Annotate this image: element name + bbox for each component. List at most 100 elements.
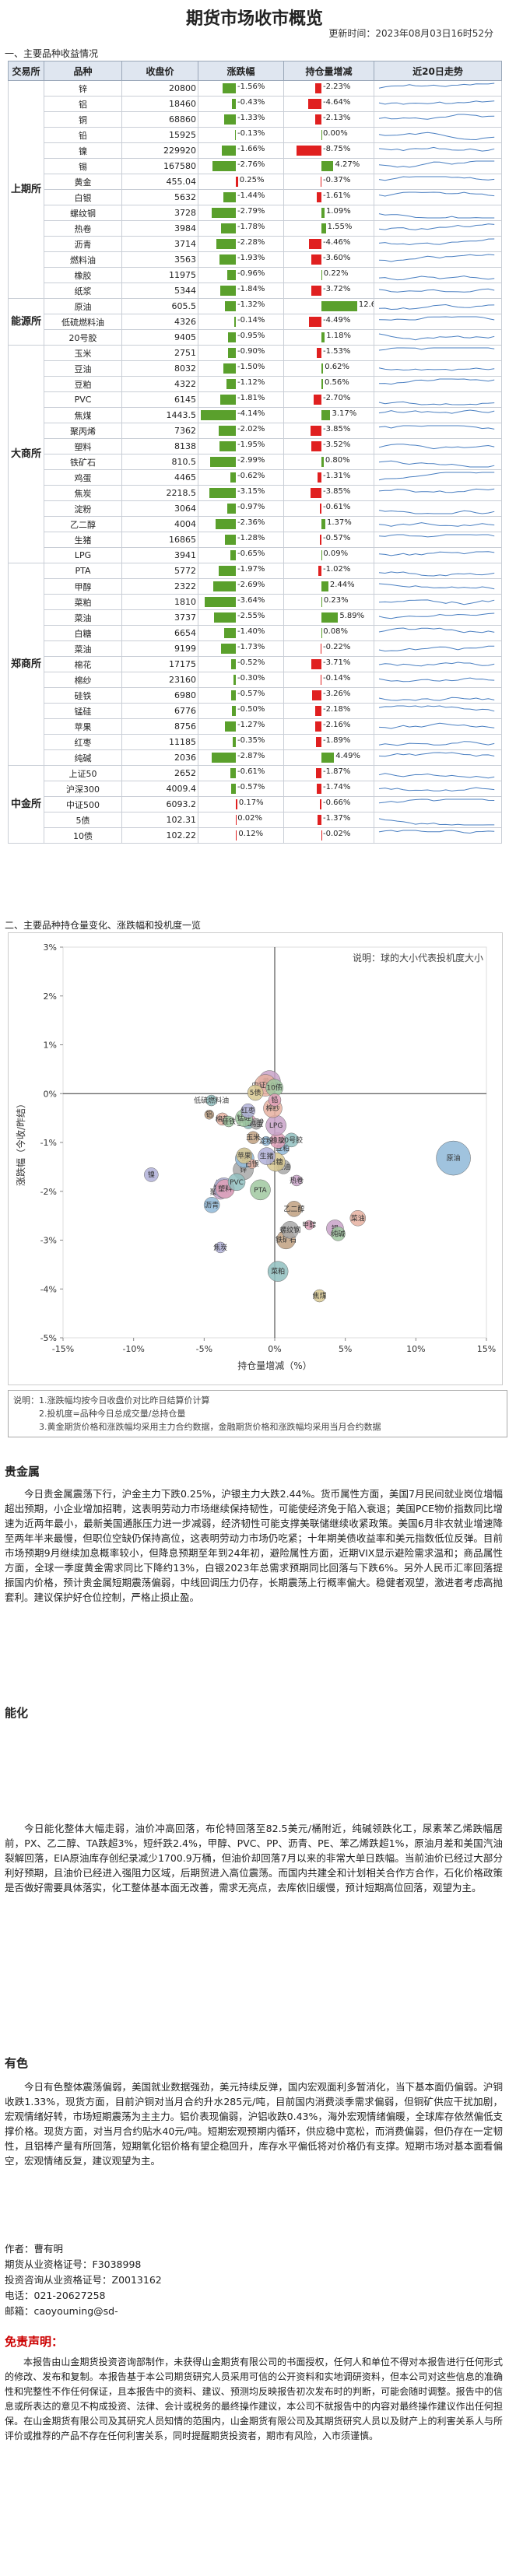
bubble-镍 — [144, 1167, 159, 1182]
precious-metals-heading: 贵金属 — [5, 1465, 40, 1479]
header-product: 品种 — [44, 61, 122, 81]
bubble-label: 纯碱 — [331, 1229, 345, 1238]
oi-value: -2.18% — [323, 705, 351, 714]
table-row: 大商所 玉米 2751 -0.90% -1.53% — [8, 345, 502, 563]
table-row: 塑料 8138 -1.95% -3.52% — [9, 438, 502, 454]
oi-bar — [321, 628, 322, 638]
oi-change-cell: -2.13% — [283, 111, 374, 128]
change-bar — [200, 410, 236, 420]
table-row: 红枣 11185 -0.35% -1.89% — [9, 734, 502, 750]
change-value: -1.27% — [237, 721, 265, 729]
header-trend: 近20日走势 — [374, 61, 502, 81]
oi-change-cell: 1.55% — [283, 220, 374, 237]
change-value: -0.35% — [237, 736, 265, 745]
oi-value: -2.16% — [323, 721, 351, 729]
bubble-5债 — [247, 1084, 264, 1101]
change-value: -1.40% — [237, 627, 265, 636]
table-row: 豆粕 4322 -1.12% 0.56% — [9, 376, 502, 392]
change-cell: -0.62% — [198, 469, 284, 486]
oi-change-cell: -4.46% — [283, 236, 374, 252]
bubble-label: 5债 — [250, 1088, 262, 1097]
change-bar — [234, 130, 236, 140]
oi-value: -8.75% — [323, 145, 351, 153]
trend-sparkline-cell — [374, 298, 502, 314]
x-tick-label: 10% — [406, 1344, 425, 1354]
change-value: -2.55% — [237, 612, 265, 620]
change-bar — [221, 644, 236, 654]
oi-change-cell: 0.56% — [283, 376, 374, 392]
trend-sparkline — [378, 571, 495, 577]
disclaimer-heading: 免责声明： — [5, 2335, 64, 2349]
trend-sparkline-cell — [374, 749, 502, 766]
x-tick-label: 5% — [339, 1344, 352, 1354]
product-name: 菜油 — [44, 609, 122, 626]
trend-sparkline-cell — [374, 516, 502, 532]
change-bar — [223, 628, 236, 638]
trend-sparkline — [378, 176, 495, 181]
trend-sparkline-cell — [374, 220, 502, 237]
trend-sparkline-cell — [374, 283, 502, 299]
change-bar — [212, 581, 236, 591]
change-value: -0.97% — [237, 503, 265, 511]
table-row: 铁矿石 810.5 -2.99% 0.80% — [9, 454, 502, 470]
change-value: -1.78% — [237, 223, 265, 231]
trend-sparkline — [378, 114, 495, 120]
trend-sparkline-cell — [374, 594, 502, 610]
exchange-cell: 大商所 — [8, 345, 44, 563]
bubble-PTA — [250, 1179, 271, 1201]
oi-bar — [311, 441, 321, 451]
change-value: -0.50% — [237, 705, 265, 714]
note-2: 2.投机度=品种今日总成交量/总持仓量 — [13, 1409, 186, 1419]
close-price: 2322 — [121, 578, 198, 595]
trend-sparkline — [378, 223, 495, 230]
bubble-label: 菜油 — [351, 1213, 365, 1223]
oi-value: -4.49% — [323, 316, 351, 325]
product-name: 上证50 — [44, 765, 122, 781]
oi-bar — [308, 317, 321, 327]
change-cell: -1.66% — [198, 142, 284, 159]
oi-value: 0.62% — [325, 363, 350, 371]
oi-change-cell: -2.70% — [283, 391, 374, 408]
product-name: 菜油 — [44, 640, 122, 657]
oi-bar — [321, 519, 325, 529]
bubble-20号胶 — [284, 1132, 299, 1148]
oi-change-cell: -1.53% — [283, 345, 374, 361]
change-value: 0.12% — [238, 830, 264, 838]
bubble-鸡蛋 — [250, 1118, 262, 1130]
trend-sparkline — [378, 488, 495, 493]
change-cell: -0.43% — [198, 96, 284, 112]
oi-change-cell: 1.18% — [283, 329, 374, 346]
change-cell: -0.13% — [198, 127, 284, 143]
table-row: 锡 167580 -2.76% 4.27% — [9, 158, 502, 174]
trend-sparkline — [378, 275, 495, 281]
change-cell: -4.14% — [198, 407, 284, 423]
oi-bar — [317, 348, 321, 358]
oi-value: 0.23% — [323, 596, 349, 605]
bubble-label: 红枣 — [241, 1106, 255, 1115]
product-name: 沪深300 — [44, 781, 122, 797]
trend-sparkline — [378, 522, 495, 527]
oi-change-cell: -1.02% — [283, 563, 374, 579]
oi-value: 0.09% — [323, 549, 349, 558]
change-cell: -2.55% — [198, 609, 284, 626]
y-tick-label: 2% — [44, 991, 57, 1002]
table-row: 螺纹钢 3728 -2.79% 1.09% — [9, 205, 502, 221]
oi-change-cell: 3.17% — [283, 407, 374, 423]
product-name: 铁矿石 — [44, 454, 122, 470]
bubble-红枣 — [240, 1103, 255, 1118]
change-bar — [221, 146, 236, 156]
change-bar — [231, 706, 236, 716]
change-value: -1.73% — [237, 643, 265, 651]
change-bar — [231, 659, 236, 669]
product-name: 热卷 — [44, 220, 122, 237]
change-bar — [210, 457, 236, 467]
bubble-label: 铝 — [205, 1110, 212, 1119]
product-name: 淀粉 — [44, 500, 122, 517]
oi-value: -1.02% — [323, 565, 351, 574]
change-value: -2.87% — [237, 752, 265, 760]
author-consult-license: 投资咨询从业资格证号：Z0013162 — [5, 2274, 162, 2286]
change-cell: -0.30% — [198, 672, 284, 688]
close-price: 3563 — [121, 251, 198, 268]
change-bar — [230, 768, 236, 778]
bubble-label: 10债 — [266, 1083, 282, 1093]
